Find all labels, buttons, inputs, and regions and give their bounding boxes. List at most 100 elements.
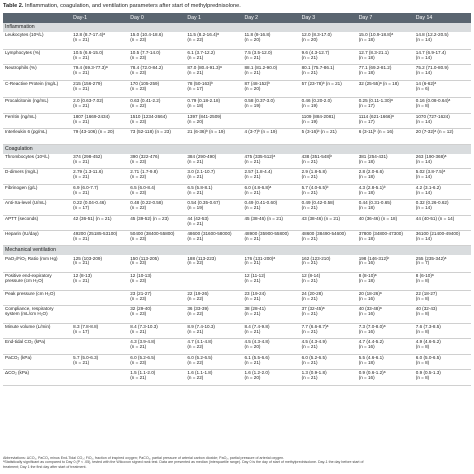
column-header: Day 3	[299, 13, 357, 23]
cell-value: 4.3 (2.8-5.1)ᵇ	[358, 184, 386, 190]
table-cell: 6.1 (5.5-6.6) (n = 21)	[242, 354, 300, 371]
table-cell: 390 (322-476) (n = 23)	[128, 153, 186, 170]
section-header-row: Inflammation	[3, 23, 471, 32]
table-cell: 4 (3-7)ᵇ (n = 19)	[242, 128, 300, 145]
table-cell: 57 (23-78)ᵇ (n = 21)	[299, 80, 357, 99]
table-cell: 40 (36-46) (n = 18)	[356, 215, 414, 232]
table-cell: 79.4 (69.3-77.3)ᵃ (n = 21)	[71, 64, 129, 81]
table-cell: 21 (6-36)ᵇ (n = 19)	[185, 128, 243, 145]
table-cell: 5 (3-16)ᵇ (n = 21)	[299, 128, 357, 145]
cell-value: 4.7 (4.4-5.2)	[358, 339, 384, 345]
cell-count: (n = 18)	[358, 70, 375, 76]
table-cell: 45 (39-52) (n = 23)	[128, 215, 186, 232]
table-cell: 255 (235-342)ᵃ (n = 7)	[413, 255, 471, 274]
cell-count: (n = 21)	[301, 174, 318, 180]
cell-value: 24 (20-28)	[301, 290, 323, 296]
cell-count: (n = 21)	[130, 328, 147, 334]
table-cell: 7.5 (3.5-12.0) (n = 21)	[242, 49, 300, 66]
cell-count: (n = 16)	[358, 375, 375, 381]
row-label: Neutrophils (%)	[3, 64, 72, 81]
cell-count: (n = 21)	[301, 54, 318, 60]
cell-count: (n = 14)	[415, 174, 432, 180]
table-row: D-dimers (mg/L) 2.79 (1.3-11.6) (n = 21) 2.…	[3, 168, 471, 185]
cell-count: (n = 8)	[415, 328, 430, 334]
table-caption: Table 2. Inflammation, coagulation, and …	[3, 2, 471, 11]
table-cell	[71, 290, 129, 307]
cell-value: 6.0 (5.2-6.5)	[187, 354, 213, 360]
cell-value: 11.5 (8.2-16.4)ᵃ	[187, 32, 219, 38]
table-cell: 12 (8-13) (n = 21)	[71, 272, 129, 291]
cell-count: (n = 21)	[244, 235, 261, 241]
table-row: Procalcitonin (ng/mL) 2.0 (0.63-7.02) (n =…	[3, 97, 471, 114]
cell-value: 170 (105-259)	[130, 80, 160, 86]
cell-value: 6.1 (5.5-6.6)	[244, 354, 270, 360]
row-label: ΔCO₂ (kPa)	[3, 369, 72, 386]
table-cell: 1.5 (1.1-2.0) (n = 21)	[128, 369, 186, 386]
table-cell: 23 (21-27) (n = 23)	[128, 290, 186, 307]
cell-count: (n = 8)	[415, 359, 430, 365]
caption-text: Inflammation, coagulation, and ventilati…	[24, 3, 241, 9]
cell-count: (n = 21)	[187, 174, 204, 180]
cell-count: (n = 21)	[244, 158, 261, 164]
cell-value: 1.3 (0.9-1.8)	[301, 370, 327, 376]
cell-value: 7.5 (3.5-12.0)	[244, 49, 273, 55]
cell-count: (n = 18)	[187, 103, 204, 109]
cell-value: 198 (146-312)ᵇ	[358, 255, 390, 261]
cell-value: 11.8 (8-16.8)	[244, 32, 271, 38]
cell-value: 0.48 (0.22-0.58)	[130, 200, 163, 206]
table-cell: 1.6 (1.2-2.0) (n = 20)	[242, 369, 300, 386]
table-cell	[71, 305, 129, 324]
cell-count: (n = 21)	[301, 328, 318, 334]
cell-value: 475 (335-512)ᵃ	[244, 153, 276, 159]
column-header: Day 1	[185, 13, 243, 23]
column-header: Day 14	[413, 13, 471, 23]
cell-value: 7.3 (7.0-8.0)ᵃ	[358, 323, 386, 329]
cell-value: 4.5 (4.3-4.8)	[244, 339, 270, 345]
cell-value: 3.0 (2.1-10.7)	[187, 169, 215, 175]
cell-count: (n = 21)	[73, 36, 90, 42]
cell-value: 6 (3-11)ᵇ (n = 16)	[358, 129, 394, 135]
cell-count: (n = 21)	[187, 235, 204, 241]
table-cell: 0.22 (0.04-0.46) (n = 17)	[71, 199, 129, 216]
cell-value: 0.63 (0.41-2.2)	[130, 98, 161, 104]
cell-value: 6.5 (5.8-8.1)	[187, 184, 213, 190]
table-cell: 2.79 (1.3-11.6) (n = 21)	[71, 168, 129, 185]
cell-count: (n = 21)	[187, 54, 204, 60]
cell-value: 45 (38-46) (n = 21)	[244, 215, 283, 221]
cell-count: (n = 21)	[73, 54, 90, 60]
table-cell: 48600 (31600-58000) (n = 21)	[185, 230, 243, 247]
table-cell: 2.57 (1.8-4.4) (n = 21)	[242, 168, 300, 185]
cell-value: 8.4 (7.3-10.3)	[130, 323, 158, 329]
cell-value: 14.7 (6.9-17.4)	[415, 49, 446, 55]
cell-count: (n = 21)	[73, 118, 90, 124]
cell-count: (n = 19)	[244, 103, 261, 109]
table-cell: 77.1 (69.2-81.2) (n = 18)	[356, 64, 414, 81]
cell-value: 438 (351-548)ᵇ	[301, 153, 333, 159]
cell-count: (n = 8)	[415, 311, 430, 317]
table-cell: 0.46 (0.20-2.0) (n = 19)	[299, 97, 357, 114]
table-cell	[242, 113, 300, 130]
column-header	[3, 13, 72, 23]
table-cell: 8 (6-10)ᵃ (n = 8)	[413, 272, 471, 291]
cell-value: 48600 (38490-54600)	[301, 231, 346, 237]
cell-count: (n = 20)	[244, 375, 261, 381]
cell-count: (n = 8)	[415, 278, 430, 284]
table-cell: 4.7 (4.4-5.2) (n = 16)	[356, 338, 414, 355]
cell-count: (n = 23)	[130, 189, 147, 195]
table-row: Ferritin (ng/mL) 1807 (1669-2434) (n = 21)…	[3, 113, 471, 130]
table-cell: 263 (190-368)ᵃ (n = 14)	[413, 153, 471, 170]
table-cell: 0.49 (0.41-0.60) (n = 21)	[242, 199, 300, 216]
cell-count: (n = 21)	[73, 85, 90, 91]
cell-value: 14 (6-62)ᵃ	[415, 80, 437, 86]
table-cell: 37800 (34800-47300) (n = 18)	[356, 230, 414, 247]
cell-value: 1397 (841-2509)	[187, 113, 222, 119]
cell-value: 8 (8-10)ᵃ	[358, 273, 377, 279]
table-cell: 1114 (621-1666)ᵃ (n = 17)	[356, 113, 414, 130]
cell-value: 0.46 (0.20-2.0)	[301, 98, 332, 104]
table-cell: 78 (50-163)ᵇ (n = 17)	[185, 80, 243, 99]
cell-value: 0.9 (0.5-1.3)	[415, 370, 441, 376]
cell-value: 390 (322-476)	[130, 153, 160, 159]
cell-count: (n = 14)	[415, 189, 432, 195]
cell-value: 15.0 (10.4-18.6)	[130, 32, 163, 38]
